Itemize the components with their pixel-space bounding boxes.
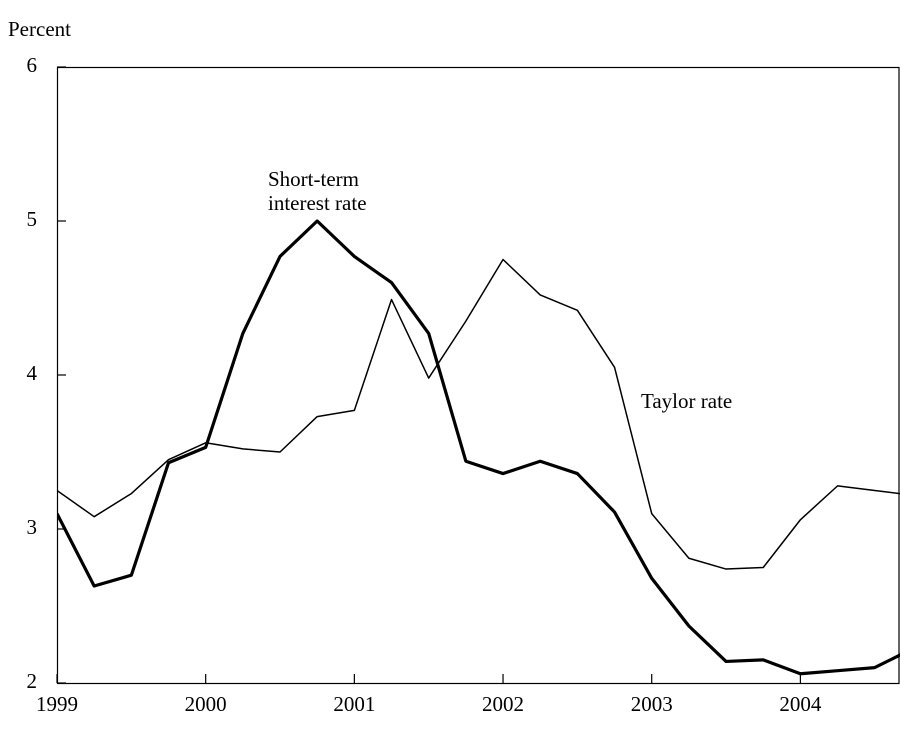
series-line (57, 258, 900, 570)
y-tick-label: 6 (27, 53, 38, 77)
y-tick-label: 2 (27, 669, 38, 693)
annotation: Taylor rate (641, 389, 732, 413)
series-line (57, 219, 900, 676)
y-axis-label: Percent (8, 17, 71, 41)
x-tick-label: 2004 (779, 692, 822, 716)
y-tick-label: 3 (27, 515, 38, 539)
x-tick-label: 1999 (36, 692, 78, 716)
plot-frame (56, 66, 900, 685)
y-tick-label: 4 (27, 361, 38, 385)
x-tick-label: 2001 (333, 692, 375, 716)
annotation: interest rate (268, 191, 367, 215)
x-tick-label: 2000 (185, 692, 227, 716)
plot-area (57, 219, 900, 676)
x-tick-label: 2003 (631, 692, 673, 716)
x-tick-label: 2002 (482, 692, 524, 716)
annotation: Short-term (268, 167, 359, 191)
y-tick-label: 5 (27, 207, 38, 231)
